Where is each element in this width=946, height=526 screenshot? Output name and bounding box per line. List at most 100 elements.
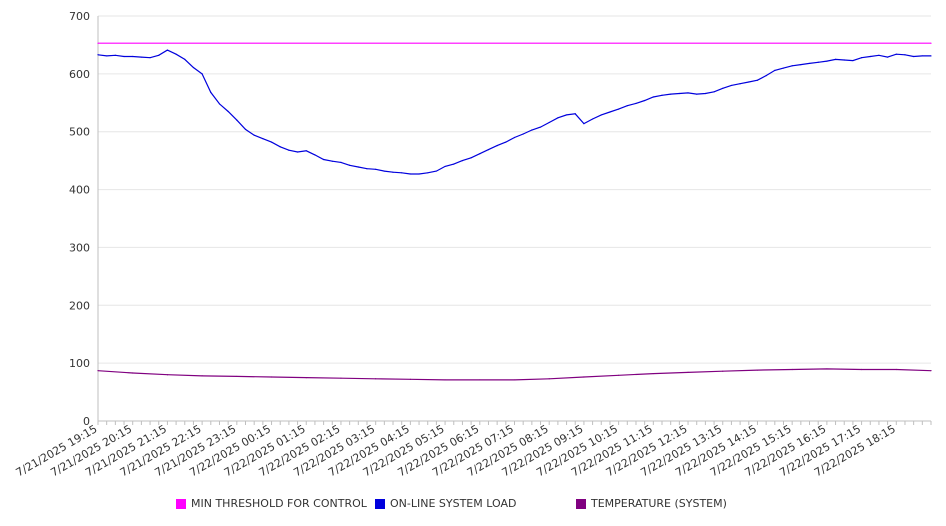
- data-point: [132, 372, 134, 374]
- data-point: [791, 65, 793, 67]
- data-point: [166, 49, 169, 51]
- data-point: [887, 56, 889, 58]
- data-point: [340, 377, 342, 379]
- data-point: [618, 108, 620, 110]
- data-point: [435, 170, 438, 172]
- data-point: [930, 55, 932, 57]
- data-point: [453, 163, 455, 165]
- data-point: [878, 54, 880, 56]
- data-point: [722, 370, 724, 372]
- data-point: [644, 99, 646, 102]
- legend-swatch: [375, 498, 385, 509]
- data-point: [930, 42, 932, 44]
- data-point: [288, 149, 290, 151]
- legend-item[interactable]: MIN THRESHOLD FOR CONTROL: [176, 497, 367, 510]
- grid-lines: [98, 15, 931, 364]
- data-point: [860, 368, 863, 371]
- data-point: [722, 87, 724, 89]
- data-point: [739, 83, 741, 85]
- data-point: [817, 61, 819, 63]
- legend-swatch: [576, 498, 586, 509]
- data-point: [921, 55, 923, 57]
- data-point: [895, 53, 897, 55]
- legend-label: TEMPERATURE (SYSTEM): [591, 497, 727, 510]
- legend-swatch: [176, 498, 186, 509]
- data-point: [175, 53, 177, 55]
- data-point: [236, 375, 238, 378]
- data-point: [314, 154, 316, 156]
- data-point: [600, 114, 602, 116]
- data-point: [479, 379, 481, 381]
- data-point: [557, 117, 559, 119]
- data-point: [652, 96, 654, 98]
- data-point: [860, 57, 863, 59]
- data-point: [418, 173, 420, 175]
- y-tick-label: 300: [69, 241, 90, 254]
- data-point: [392, 171, 394, 173]
- series-layer: [97, 42, 932, 381]
- data-point: [470, 157, 472, 159]
- data-point: [97, 42, 99, 44]
- data-point: [852, 59, 854, 62]
- data-point: [114, 54, 116, 56]
- data-point: [704, 92, 706, 95]
- data-point: [505, 141, 507, 143]
- data-point: [626, 105, 628, 107]
- data-point: [904, 54, 906, 56]
- y-tick-label: 700: [69, 10, 90, 23]
- series-min-threshold-for-control: [97, 42, 932, 44]
- data-point: [756, 79, 759, 81]
- data-point: [713, 91, 715, 93]
- data-point: [548, 378, 550, 380]
- legend-label: ON-LINE SYSTEM LOAD: [390, 497, 517, 510]
- data-point: [149, 57, 151, 59]
- data-point: [140, 56, 142, 58]
- data-point: [930, 370, 932, 372]
- data-point: [496, 145, 498, 147]
- data-point: [106, 55, 108, 57]
- chart-legend: MIN THRESHOLD FOR CONTROL ON-LINE SYSTEM …: [0, 497, 946, 515]
- data-point: [652, 372, 654, 375]
- data-point: [349, 164, 351, 166]
- data-point: [166, 374, 169, 376]
- data-point: [375, 378, 377, 380]
- data-point: [826, 368, 828, 370]
- data-point: [158, 54, 160, 56]
- data-point: [210, 91, 212, 93]
- data-point: [132, 55, 134, 58]
- data-point: [227, 110, 229, 113]
- data-point: [696, 93, 698, 95]
- data-point: [678, 92, 680, 95]
- data-point: [730, 84, 733, 87]
- data-point: [687, 371, 689, 373]
- data-point: [192, 66, 195, 69]
- data-point: [531, 129, 533, 131]
- data-point: [357, 166, 359, 168]
- data-point: [401, 172, 403, 174]
- legend-item[interactable]: TEMPERATURE (SYSTEM): [576, 497, 727, 510]
- data-point: [548, 121, 550, 124]
- data-point: [635, 102, 637, 104]
- data-point: [522, 133, 524, 135]
- y-tick-label: 0: [83, 415, 90, 428]
- series-on-line-system-load: [97, 49, 932, 175]
- data-point: [670, 93, 672, 95]
- data-point: [765, 74, 767, 77]
- y-tick-label: 200: [69, 299, 90, 312]
- data-point: [869, 55, 871, 58]
- data-point: [583, 376, 585, 378]
- data-point: [296, 151, 299, 153]
- data-point: [913, 55, 915, 58]
- data-point: [184, 58, 186, 60]
- data-point: [661, 94, 663, 96]
- y-tick-label: 400: [69, 184, 90, 197]
- data-point: [800, 64, 802, 66]
- data-point: [748, 81, 750, 83]
- legend-item[interactable]: ON-LINE SYSTEM LOAD: [375, 497, 516, 510]
- data-point: [774, 69, 776, 71]
- data-point: [513, 136, 516, 139]
- data-point: [427, 172, 429, 174]
- data-point: [270, 376, 273, 378]
- data-point: [262, 138, 264, 140]
